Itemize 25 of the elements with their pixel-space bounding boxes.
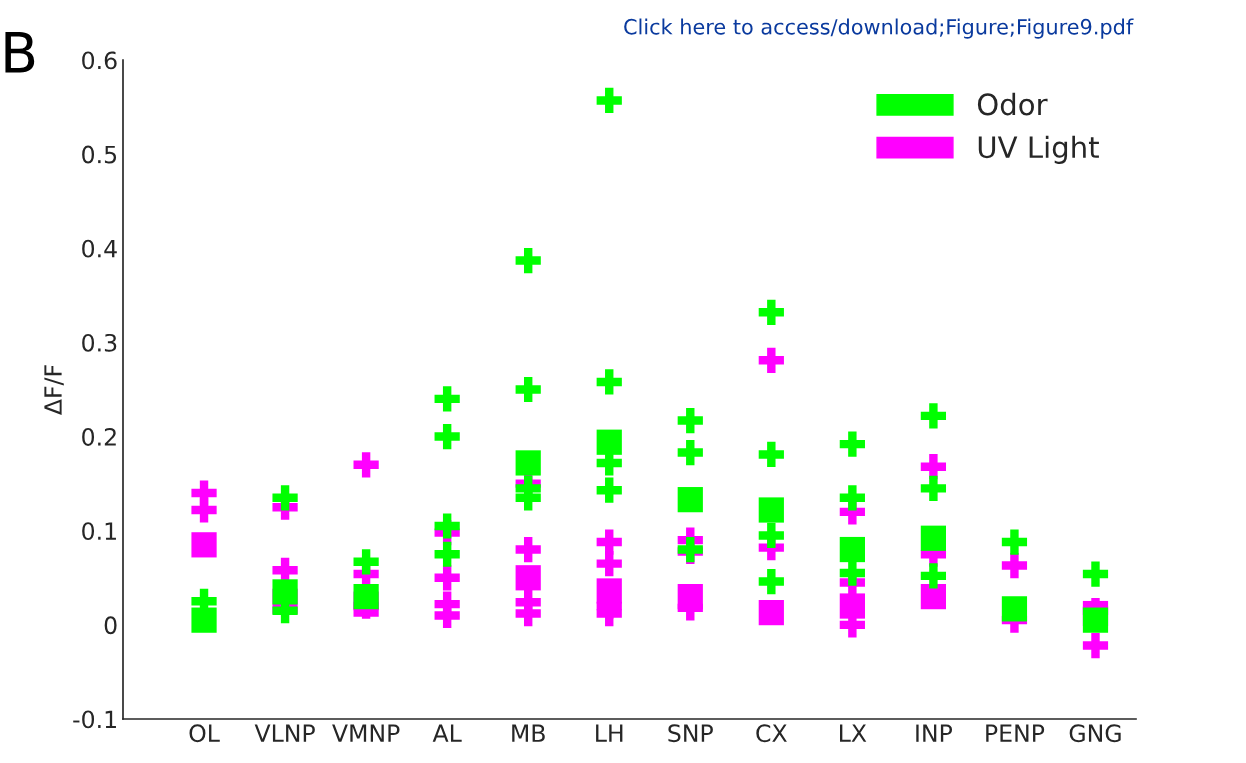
- x-tick-label: CX: [756, 724, 787, 743]
- y-tick-label: 0.6: [82, 51, 117, 70]
- x-tick-label: AL: [432, 724, 462, 742]
- y-tick-label: 0.4: [82, 239, 117, 258]
- y-tick-label: -0.1: [73, 710, 116, 729]
- x-tick-label: PENP: [986, 724, 1045, 742]
- x-tick-label: LH: [596, 724, 623, 742]
- x-tick-label: GNG: [1069, 724, 1121, 743]
- text: Click here to access/download;Figure;Figure9.pdf: [624, 18, 1134, 39]
- text: B: [5, 31, 35, 73]
- x-tick-label: MB: [512, 724, 545, 742]
- legend-label: UV Light: [978, 135, 1099, 164]
- x-tick-label: LX: [840, 724, 867, 742]
- y-tick-label: 0.2: [82, 428, 116, 446]
- x-tick-label: VMNP: [332, 724, 400, 742]
- y-tick-label: 0.1: [82, 522, 116, 541]
- x-tick-label: SNP: [668, 724, 713, 743]
- y-tick-label: 0.3: [82, 333, 117, 352]
- y-tick-label: 0.5: [82, 145, 117, 164]
- y-tick-label: 0: [104, 616, 117, 635]
- x-tick-label: OL: [189, 724, 220, 743]
- legend-label: Odor: [977, 92, 1048, 116]
- x-tick-label: VLNP: [254, 724, 315, 742]
- y-axis-title: ΔF/F: [44, 365, 64, 415]
- x-tick-label: INP: [916, 724, 953, 742]
